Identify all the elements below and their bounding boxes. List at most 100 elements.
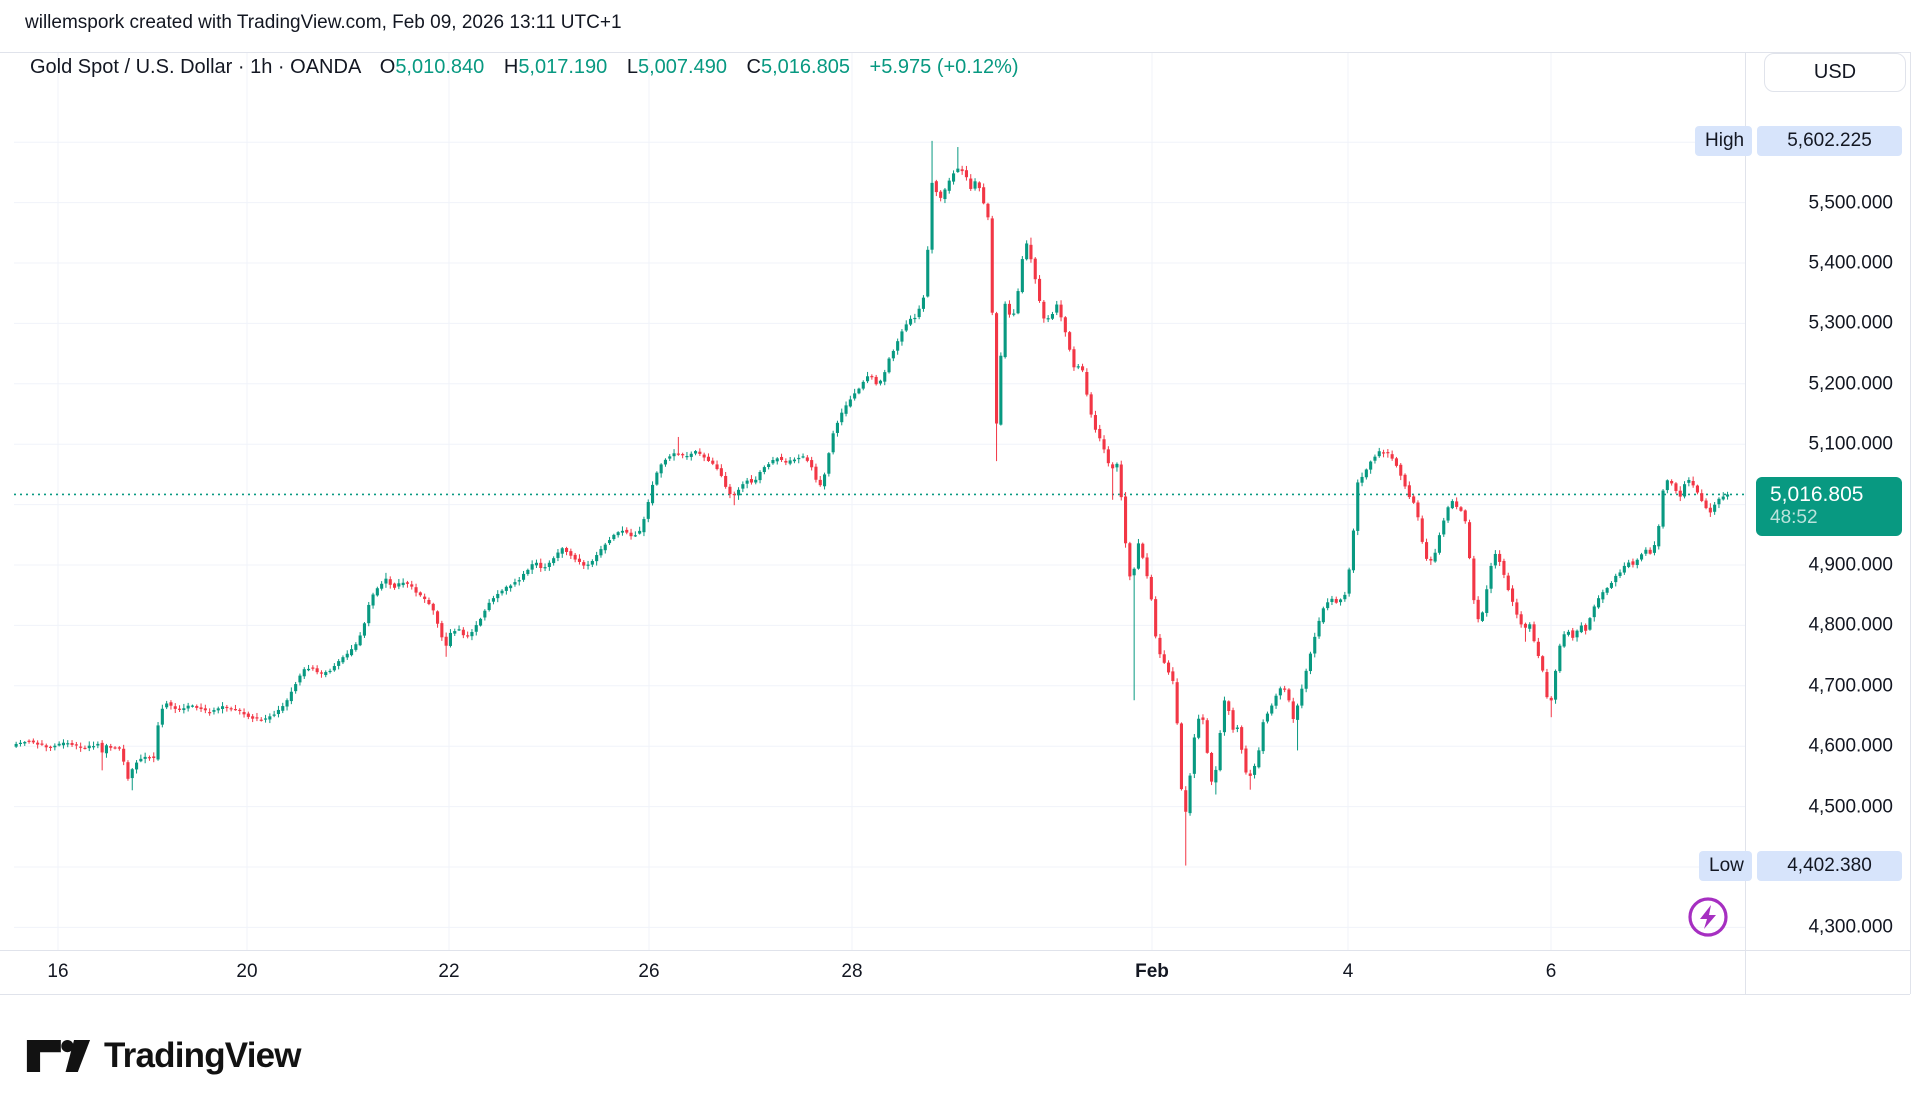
candle-body — [169, 702, 173, 706]
candle-body — [586, 564, 590, 566]
candle-body — [1055, 304, 1059, 313]
change-text: +5.975 (+0.12%) — [869, 56, 1019, 78]
candle-body — [496, 593, 500, 599]
candle-body — [130, 769, 134, 779]
candle-body — [1377, 451, 1381, 457]
candlestick-chart[interactable] — [0, 0, 1745, 950]
candle-body — [96, 743, 100, 746]
candle-body — [1351, 530, 1355, 571]
candle-body — [633, 535, 637, 537]
candle-body — [388, 579, 392, 585]
candle-body — [715, 464, 719, 470]
candle-body — [1076, 366, 1080, 368]
candle-body — [1437, 535, 1441, 553]
candle-body — [302, 669, 306, 677]
candle-body — [70, 743, 74, 745]
candle-body — [466, 635, 470, 637]
candle-body — [1485, 589, 1489, 613]
candle-body — [999, 355, 1003, 425]
candle-body — [1592, 606, 1596, 618]
candle-body — [1141, 543, 1145, 558]
candle-body — [1003, 303, 1007, 358]
candle-body — [835, 422, 839, 433]
candle-body — [1025, 243, 1029, 260]
candle-body — [384, 578, 388, 584]
candle-body — [870, 376, 874, 378]
candle-body — [1708, 507, 1712, 513]
candle-body — [1601, 592, 1605, 600]
candle-body — [685, 456, 689, 458]
symbol-title[interactable]: Gold Spot / U.S. Dollar · 1h · OANDA — [30, 56, 361, 78]
candle-body — [878, 380, 882, 384]
candle-body — [1545, 672, 1549, 698]
candle-body — [891, 350, 895, 359]
candle-body — [694, 451, 698, 454]
candle-body — [1463, 510, 1467, 522]
current-price-badge[interactable]: 5,016.805 48:52 — [1756, 477, 1902, 537]
candle-body — [1102, 439, 1106, 450]
candle-body — [646, 502, 650, 519]
candle-body — [552, 558, 556, 564]
candle-body — [285, 700, 289, 707]
candle-body — [1291, 701, 1295, 720]
candle-body — [1640, 554, 1644, 560]
candle-body — [1210, 753, 1214, 782]
candle-body — [556, 552, 560, 558]
candle-body — [565, 547, 569, 552]
candle-body — [104, 745, 108, 754]
candle-body — [1502, 560, 1506, 575]
candle-body — [1081, 366, 1085, 371]
candle-body — [732, 493, 736, 496]
candle-body — [1472, 558, 1476, 601]
candle-body — [173, 706, 177, 709]
candle-body — [917, 308, 921, 318]
candle-body — [1631, 561, 1635, 565]
candle-body — [939, 191, 943, 198]
candle-body — [848, 399, 852, 407]
tradingview-logo-text: TradingView — [104, 1036, 302, 1075]
candle-body — [810, 460, 814, 468]
candle-body — [663, 459, 667, 465]
candle-body — [1085, 372, 1089, 395]
candle-body — [616, 532, 620, 536]
candle-body — [221, 706, 225, 709]
lightning-icon[interactable] — [1687, 896, 1729, 938]
tradingview-logo[interactable]: TradingView — [25, 1036, 302, 1076]
candle-body — [788, 460, 792, 464]
candle-body — [44, 745, 48, 748]
interval-label: 1h — [250, 56, 273, 78]
candle-body — [595, 555, 599, 562]
candle-body — [1476, 599, 1480, 620]
candle-body — [178, 708, 182, 710]
candle-body — [823, 474, 827, 487]
candle-body — [135, 762, 139, 770]
candle-body — [1304, 670, 1308, 689]
candle-body — [745, 480, 749, 484]
candle-body — [672, 453, 676, 457]
candle-body — [749, 479, 753, 483]
candle-body — [307, 668, 311, 671]
candle-body — [1670, 481, 1674, 484]
candle-body — [272, 714, 276, 716]
candle-body — [728, 486, 732, 495]
candle-body — [195, 706, 199, 708]
candle-body — [182, 708, 186, 711]
candle-body — [1536, 641, 1540, 656]
candle-body — [1554, 670, 1558, 700]
ohlc-open: O5,010.840 — [379, 56, 485, 78]
candle-body — [1038, 278, 1042, 301]
candle-body — [281, 706, 285, 711]
candle-body — [861, 381, 865, 389]
currency-usd-button[interactable]: USD — [1764, 53, 1906, 92]
candle-body — [1704, 500, 1708, 509]
candle-body — [1674, 483, 1678, 491]
candle-body — [1700, 493, 1704, 501]
candle-body — [319, 672, 323, 674]
candle-body — [208, 712, 212, 714]
candle-body — [199, 707, 203, 710]
candle-body — [1046, 318, 1050, 320]
time-axis-label: 6 — [1545, 961, 1557, 982]
candle-body — [1278, 688, 1282, 696]
candle-body — [1713, 504, 1717, 512]
candle-body — [448, 632, 452, 646]
